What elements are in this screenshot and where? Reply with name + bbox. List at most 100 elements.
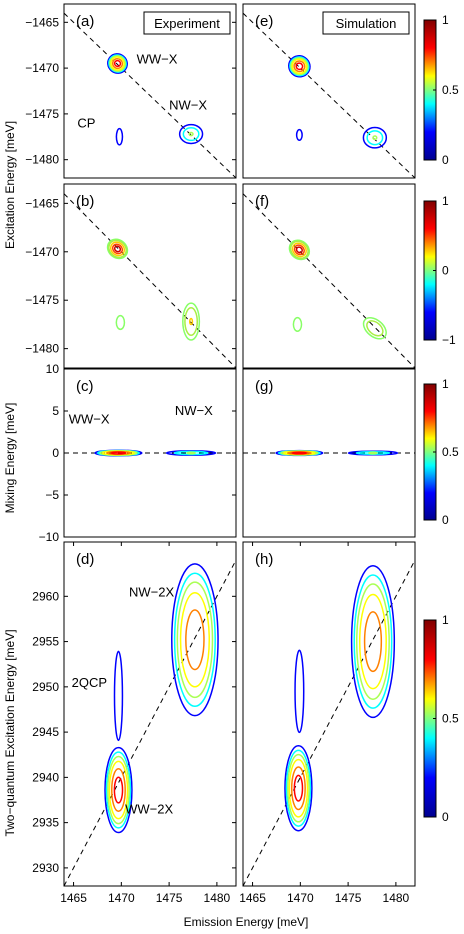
contour-line (292, 316, 303, 333)
contour-line (284, 745, 313, 832)
colorbar-tick-label: 0 (442, 153, 449, 167)
contour-line (110, 451, 127, 455)
colorbar-tick-label: 0.5 (442, 445, 459, 459)
contour-line (179, 591, 211, 688)
contour-line (295, 62, 304, 71)
y-label-mix: Mixing Energy [meV] (3, 403, 17, 514)
contour-line (188, 317, 194, 326)
panel-label: (d) (76, 551, 94, 568)
y-tick-label: −1480 (25, 153, 59, 167)
panel-label: (f) (255, 193, 269, 210)
axes-frame (242, 368, 416, 538)
panel-label: (a) (76, 13, 94, 30)
panel-c: (c) WW−X NW−X 10 5 0 −5 −10 (39, 362, 237, 544)
y-tick-label: 2935 (32, 816, 59, 830)
contour-line (293, 244, 305, 256)
diagonal-line (64, 12, 236, 178)
y-tick-label: 5 (52, 404, 59, 418)
annotation: WW−2X (125, 802, 173, 817)
panel-e: (e) Simulation 10.50 (242, 3, 459, 179)
y-tick-label: 2950 (32, 680, 59, 694)
contour-line (109, 55, 126, 72)
contour-line (290, 766, 306, 811)
contour-line (295, 128, 303, 141)
contour-line (358, 593, 387, 690)
contour-line (108, 760, 129, 820)
contour-line (290, 57, 309, 76)
y-tick-label: −5 (45, 488, 59, 502)
plot-area-f (243, 193, 415, 368)
axes-frame (63, 541, 237, 887)
diagonal-line (243, 559, 415, 886)
colorbar: 10.50 (423, 377, 459, 527)
panel-label: (e) (255, 13, 273, 30)
contour-line (287, 753, 310, 823)
colorbar-tick-label: 0 (442, 513, 449, 527)
contour-line (294, 649, 305, 734)
contour-line (366, 130, 384, 146)
y-tick-label: 0 (52, 446, 59, 460)
contour-line (288, 239, 311, 261)
contour-line (353, 574, 393, 709)
panel-d: (d) NW−2X 2QCP WW−2X 2930 2935 2940 2945 2950 295… (32, 541, 237, 905)
contour-line (108, 239, 127, 259)
contour-line (111, 57, 124, 70)
contour-line (291, 451, 308, 455)
plot-area-h (243, 559, 415, 886)
contour-line (111, 243, 124, 255)
contour-line (362, 126, 388, 149)
x-tick-label: 1480 (204, 891, 231, 905)
contour-line (288, 55, 311, 78)
plot-area-e (243, 12, 415, 178)
title-box (322, 11, 410, 35)
contour-line (289, 56, 310, 77)
diagonal-line (243, 193, 415, 368)
colorbar-tick-label: 1 (442, 613, 449, 627)
contour-line (115, 127, 124, 146)
plot-area-d (64, 559, 236, 886)
colorbar-tick-label: 1 (442, 377, 449, 391)
plot-area-b (64, 193, 236, 368)
colorbar-tick-label: 0 (442, 264, 449, 278)
axes-frame (242, 183, 416, 369)
annotation: NW−2X (129, 584, 174, 599)
contour-line (184, 307, 199, 337)
annotation: CP (77, 116, 95, 131)
y-tick-label: −1465 (25, 196, 59, 210)
x-label: Emission Energy [meV] (184, 915, 309, 929)
contour-line (176, 581, 214, 699)
panel-label: (b) (76, 193, 94, 210)
axes-frame (242, 541, 416, 887)
x-tick-label: 1470 (287, 891, 314, 905)
contour-line (363, 611, 383, 673)
y-label-bottom: Two−quantum Excitation Energy [meV] (3, 629, 17, 836)
contour-line (182, 302, 201, 341)
panel-title: Experiment (154, 16, 220, 31)
y-tick-label: 2955 (32, 635, 59, 649)
contour-line (108, 54, 127, 73)
contour-line (113, 650, 124, 742)
x-tick-label: 1480 (383, 891, 410, 905)
y-tick-label: −1465 (25, 15, 59, 29)
contour-line (291, 58, 308, 75)
x-tick-label: 1470 (108, 891, 135, 905)
contour-line (110, 56, 125, 71)
panel-b: (b) −1465 −1470 −1475 −1480 (25, 183, 237, 369)
contour-line (285, 749, 312, 827)
plot-area-c (64, 449, 236, 457)
contour-line (185, 609, 205, 671)
panel-label: (g) (255, 378, 273, 395)
y-tick-label: −1470 (25, 245, 59, 259)
annotation: WW−X (137, 52, 178, 67)
contour-line (350, 564, 396, 719)
contour-line (293, 774, 304, 802)
contour-line (366, 320, 384, 337)
contour-line (104, 746, 133, 834)
annotation: NW−X (169, 97, 207, 112)
panel-label: (h) (255, 551, 273, 568)
contour-line (109, 241, 126, 257)
title-box (143, 11, 231, 35)
contour-line (293, 60, 306, 73)
y-label-top: Excitation Energy [meV] (3, 121, 17, 249)
